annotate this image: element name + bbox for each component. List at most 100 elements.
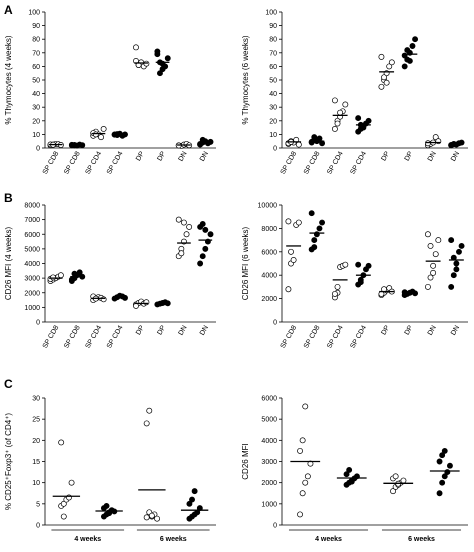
panel-letter-b: B — [4, 191, 13, 205]
data-point — [304, 473, 311, 480]
data-point — [146, 407, 153, 414]
y-tick-label: 2000 — [261, 480, 277, 487]
data-point — [392, 473, 399, 480]
category-label: SP CD8 — [280, 324, 299, 349]
category-label: SP CD8 — [63, 150, 82, 175]
data-point — [313, 137, 320, 144]
data-point — [439, 479, 446, 486]
data-point — [448, 237, 455, 244]
data-point — [68, 276, 75, 283]
y-tick-label: 0 — [36, 320, 40, 327]
data-point — [334, 283, 341, 290]
y-tick-label: 1000 — [261, 501, 277, 508]
category-label: SP CD4 — [326, 324, 345, 349]
y-tick-label: 40 — [32, 91, 40, 98]
category-label: DP — [404, 324, 415, 336]
data-point — [424, 140, 431, 147]
y-tick-label: 50 — [269, 78, 277, 85]
data-point — [381, 74, 387, 81]
category-label: DP — [135, 150, 146, 162]
data-point — [456, 248, 462, 255]
data-point — [355, 115, 362, 122]
y-axis-label: CD26 MFI (6 weeks) — [241, 226, 250, 300]
group-label: 6 weeks — [160, 536, 187, 543]
category-label: SP CD4 — [326, 150, 345, 175]
data-point — [143, 514, 150, 521]
y-tick-label: 8000 — [261, 226, 277, 233]
y-tick-label: 50 — [32, 78, 40, 85]
category-label: SP CD8 — [303, 324, 322, 349]
data-point — [199, 136, 206, 143]
data-point — [365, 117, 372, 124]
data-point — [430, 262, 437, 269]
category-label: SP CD4 — [349, 150, 368, 175]
data-point — [311, 237, 318, 244]
group-label: 6 weeks — [408, 536, 435, 543]
data-point — [357, 276, 364, 283]
data-point — [143, 420, 150, 427]
y-tick-label: 10 — [269, 132, 277, 139]
chart-C2: 0 1000 2000 3000 4000 5000 6000 CD26 MFI 4 weeks… — [241, 396, 468, 543]
data-point — [295, 141, 302, 148]
y-tick-label: 10 — [32, 132, 40, 139]
data-point — [450, 272, 457, 279]
y-tick-label: 30 — [32, 396, 40, 403]
data-point — [297, 511, 303, 518]
category-label: DN — [427, 325, 438, 337]
data-point — [199, 221, 206, 227]
category-label: SP CD4 — [106, 324, 125, 349]
y-tick-label: 4000 — [261, 273, 277, 280]
y-tick-label: 90 — [32, 23, 40, 30]
y-tick-label: 90 — [269, 23, 277, 30]
data-point — [100, 296, 107, 303]
data-point — [197, 260, 204, 267]
data-point — [186, 223, 193, 230]
group-label: 4 weeks — [315, 536, 342, 543]
y-axis-label: % Thymocytes (4 weeks) — [4, 35, 13, 125]
data-point — [316, 225, 323, 232]
data-point — [436, 458, 443, 465]
y-tick-label: 2000 — [24, 290, 40, 297]
y-tick-label: 0 — [273, 523, 277, 530]
data-point — [435, 237, 442, 244]
y-tick-label: 30 — [269, 105, 277, 112]
data-point — [299, 437, 306, 444]
y-tick-label: 60 — [32, 64, 40, 71]
y-tick-label: 8000 — [24, 203, 40, 210]
data-point — [401, 63, 408, 70]
chart-B2: 0 2000 4000 6000 8000 10000 CD26 MFI (6 weeks)… — [241, 203, 468, 350]
y-tick-label: 80 — [32, 37, 40, 44]
data-point — [290, 257, 297, 263]
y-tick-label: 1000 — [24, 305, 40, 312]
y-tick-label: 2000 — [261, 296, 277, 303]
data-point — [68, 479, 75, 486]
category-label: DN — [450, 325, 461, 337]
y-axis-label: CD26 MFI — [241, 443, 250, 479]
data-point — [444, 469, 451, 476]
data-point — [302, 403, 309, 410]
data-point — [346, 467, 353, 473]
data-point — [404, 47, 411, 54]
data-point — [439, 452, 446, 459]
data-point — [383, 79, 390, 86]
data-point — [390, 488, 396, 495]
y-tick-label: 25 — [32, 417, 40, 424]
data-point — [98, 134, 104, 141]
category-label: SP CD4 — [85, 150, 104, 175]
data-point — [378, 53, 385, 60]
y-tick-label: 30 — [32, 105, 40, 112]
category-label: SP CD8 — [42, 150, 61, 175]
data-point — [447, 462, 453, 469]
y-tick-label: 0 — [36, 523, 40, 530]
y-tick-label: 5 — [36, 501, 40, 508]
data-point — [164, 55, 171, 62]
data-point — [143, 299, 150, 306]
data-point — [57, 272, 64, 279]
y-tick-label: 20 — [269, 118, 277, 125]
data-point — [157, 70, 163, 77]
data-point — [406, 58, 413, 64]
category-label: DN — [199, 325, 210, 337]
data-point — [360, 124, 367, 131]
